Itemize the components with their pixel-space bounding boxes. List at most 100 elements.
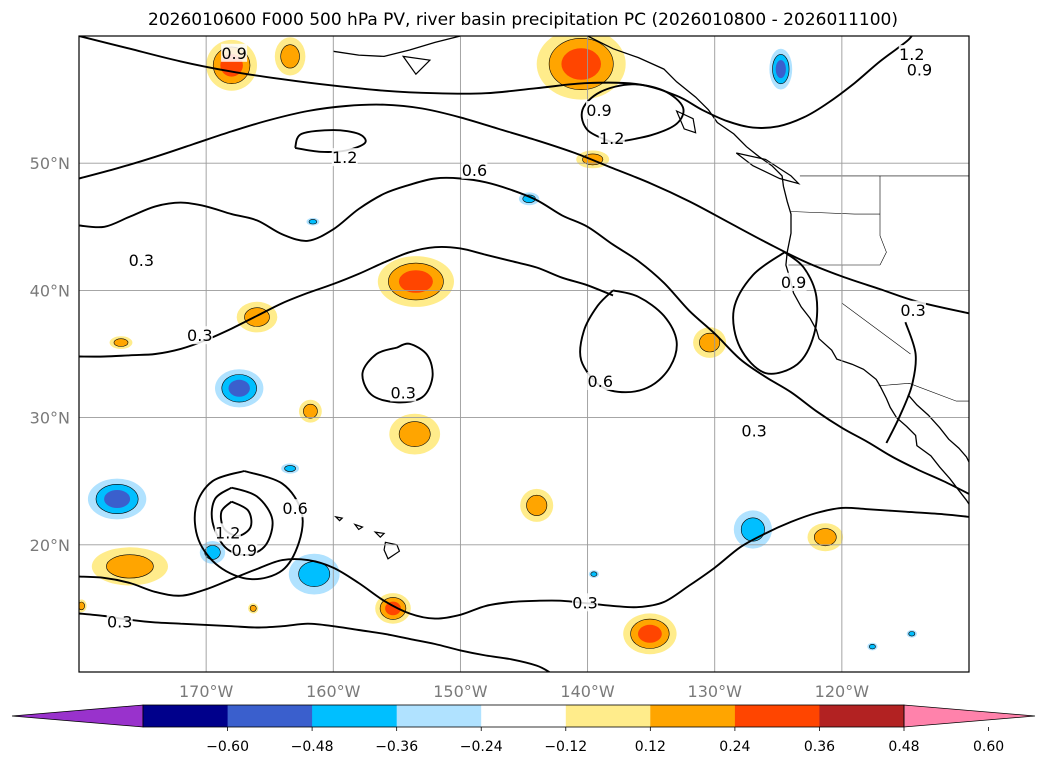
island-outline (333, 515, 344, 522)
contour-label-layer: 0.90.91.20.91.21.20.60.30.30.90.30.60.30… (106, 43, 933, 631)
coastline (587, 36, 969, 505)
precip-blob (733, 510, 773, 549)
island-outline (373, 531, 386, 539)
colorbar-min-extend (11, 704, 144, 728)
contour-label-bg (587, 371, 614, 390)
precip-band (104, 490, 131, 508)
contour-label: 0.9 (907, 60, 932, 79)
precip-blob (377, 256, 454, 307)
contour-label-bg (900, 300, 927, 319)
precip-band (869, 643, 876, 650)
contour-label-bg (461, 160, 488, 179)
precip-band (284, 465, 296, 472)
precip-blob (236, 301, 278, 333)
pv-contour-line (294, 129, 367, 153)
precip-band (280, 44, 300, 69)
precip-band (908, 631, 916, 637)
lon-tick-label: 130°W (688, 682, 743, 701)
precip-band (385, 601, 401, 616)
precip-band (638, 624, 662, 643)
precip-band (228, 379, 250, 397)
precip-blob (87, 478, 147, 520)
precip-blob (274, 37, 306, 76)
lon-tick-label: 120°W (815, 682, 870, 701)
contour-label: 1.2 (332, 148, 357, 167)
axis-tick-labels: 170°W 160°W 150°W 140°W 130°W 120°W 20°N 30°N 40… (30, 154, 870, 701)
island-outline (401, 55, 432, 76)
contour-label: 1.2 (599, 129, 624, 148)
precip-band (398, 421, 431, 447)
colorbar-segment (481, 705, 567, 727)
precip-blob (906, 630, 917, 638)
lon-tick-label: 170°W (179, 682, 234, 701)
island-outline (675, 109, 697, 134)
lon-tick-label: 140°W (560, 682, 615, 701)
precip-blob (520, 488, 554, 522)
contour-label-bg (741, 421, 768, 440)
precip-band (249, 605, 257, 612)
contour-label: 0.3 (741, 422, 766, 441)
map-background (79, 36, 969, 672)
colorbar-tick-label: 0.60 (973, 739, 1004, 755)
contour-label: 1.2 (215, 523, 240, 542)
pv-contour-line (885, 321, 917, 444)
state-border (878, 382, 969, 402)
precip-blob (389, 413, 441, 455)
precip-blob (518, 192, 540, 206)
precip-blob (693, 327, 727, 358)
map-frame (78, 35, 970, 673)
precip-blob (536, 36, 626, 100)
precip-blob (769, 48, 793, 90)
contour-label: 1.2 (899, 45, 924, 64)
contour-label: 0.9 (781, 273, 806, 292)
precip-band (79, 601, 85, 611)
contour-label-bg (214, 523, 241, 542)
precip-band (813, 528, 837, 547)
coastline-layer (333, 36, 969, 560)
precip-band (526, 494, 548, 516)
precip-blob (588, 570, 600, 578)
colorbar-frame (142, 704, 905, 728)
coastline (333, 36, 461, 58)
contour-label: 0.6 (588, 372, 613, 391)
contour-label-bg (128, 251, 155, 270)
colorbar-tick-label: −0.24 (460, 739, 503, 755)
lat-tick-label: 20°N (30, 536, 70, 555)
colorbar-tick-label: −0.12 (544, 739, 587, 755)
contour-label-bg (572, 593, 599, 612)
contour-label-bg (106, 612, 133, 631)
colorbar-tick-label: 0.36 (804, 739, 835, 755)
island-outline (353, 523, 364, 531)
figure-title: 2026010600 F000 500 hPa PV, river basin … (148, 10, 898, 30)
precip-band (106, 554, 154, 579)
contour-label-bg (331, 148, 358, 167)
colorbar-segment (227, 705, 313, 727)
colorbar-tick-label: 0.12 (635, 739, 666, 755)
pv-contour-line (79, 103, 969, 315)
contour-label-bg (898, 45, 925, 64)
precip-band (303, 403, 318, 419)
precip-blob (79, 599, 87, 613)
precip-band (308, 219, 318, 225)
contour-label: 0.3 (900, 301, 925, 320)
colorbar: −0.60 −0.48 −0.36 −0.24 −0.12 0.12 0.24 0.36 0.4… (11, 704, 1036, 755)
precip-blob (288, 553, 340, 595)
colorbar-segment (312, 705, 398, 727)
gridline-layer (79, 36, 969, 672)
precip-blob (281, 463, 299, 474)
contour-label: 0.9 (221, 44, 246, 63)
pv-contour-line (79, 245, 614, 358)
precip-blob (91, 547, 168, 586)
pv-contour-line (579, 289, 678, 394)
contour-label-bg (598, 129, 625, 148)
colorbar-max-extend (903, 704, 1036, 728)
contour-label-bg (390, 383, 417, 402)
contour-label: 0.3 (390, 383, 415, 402)
lat-tick-label: 40°N (30, 281, 70, 300)
contour-label: 0.3 (572, 593, 597, 612)
lat-tick-label: 50°N (30, 154, 70, 173)
state-border (790, 211, 880, 215)
precip-blob (299, 399, 322, 423)
colorbar-segment (143, 705, 229, 727)
